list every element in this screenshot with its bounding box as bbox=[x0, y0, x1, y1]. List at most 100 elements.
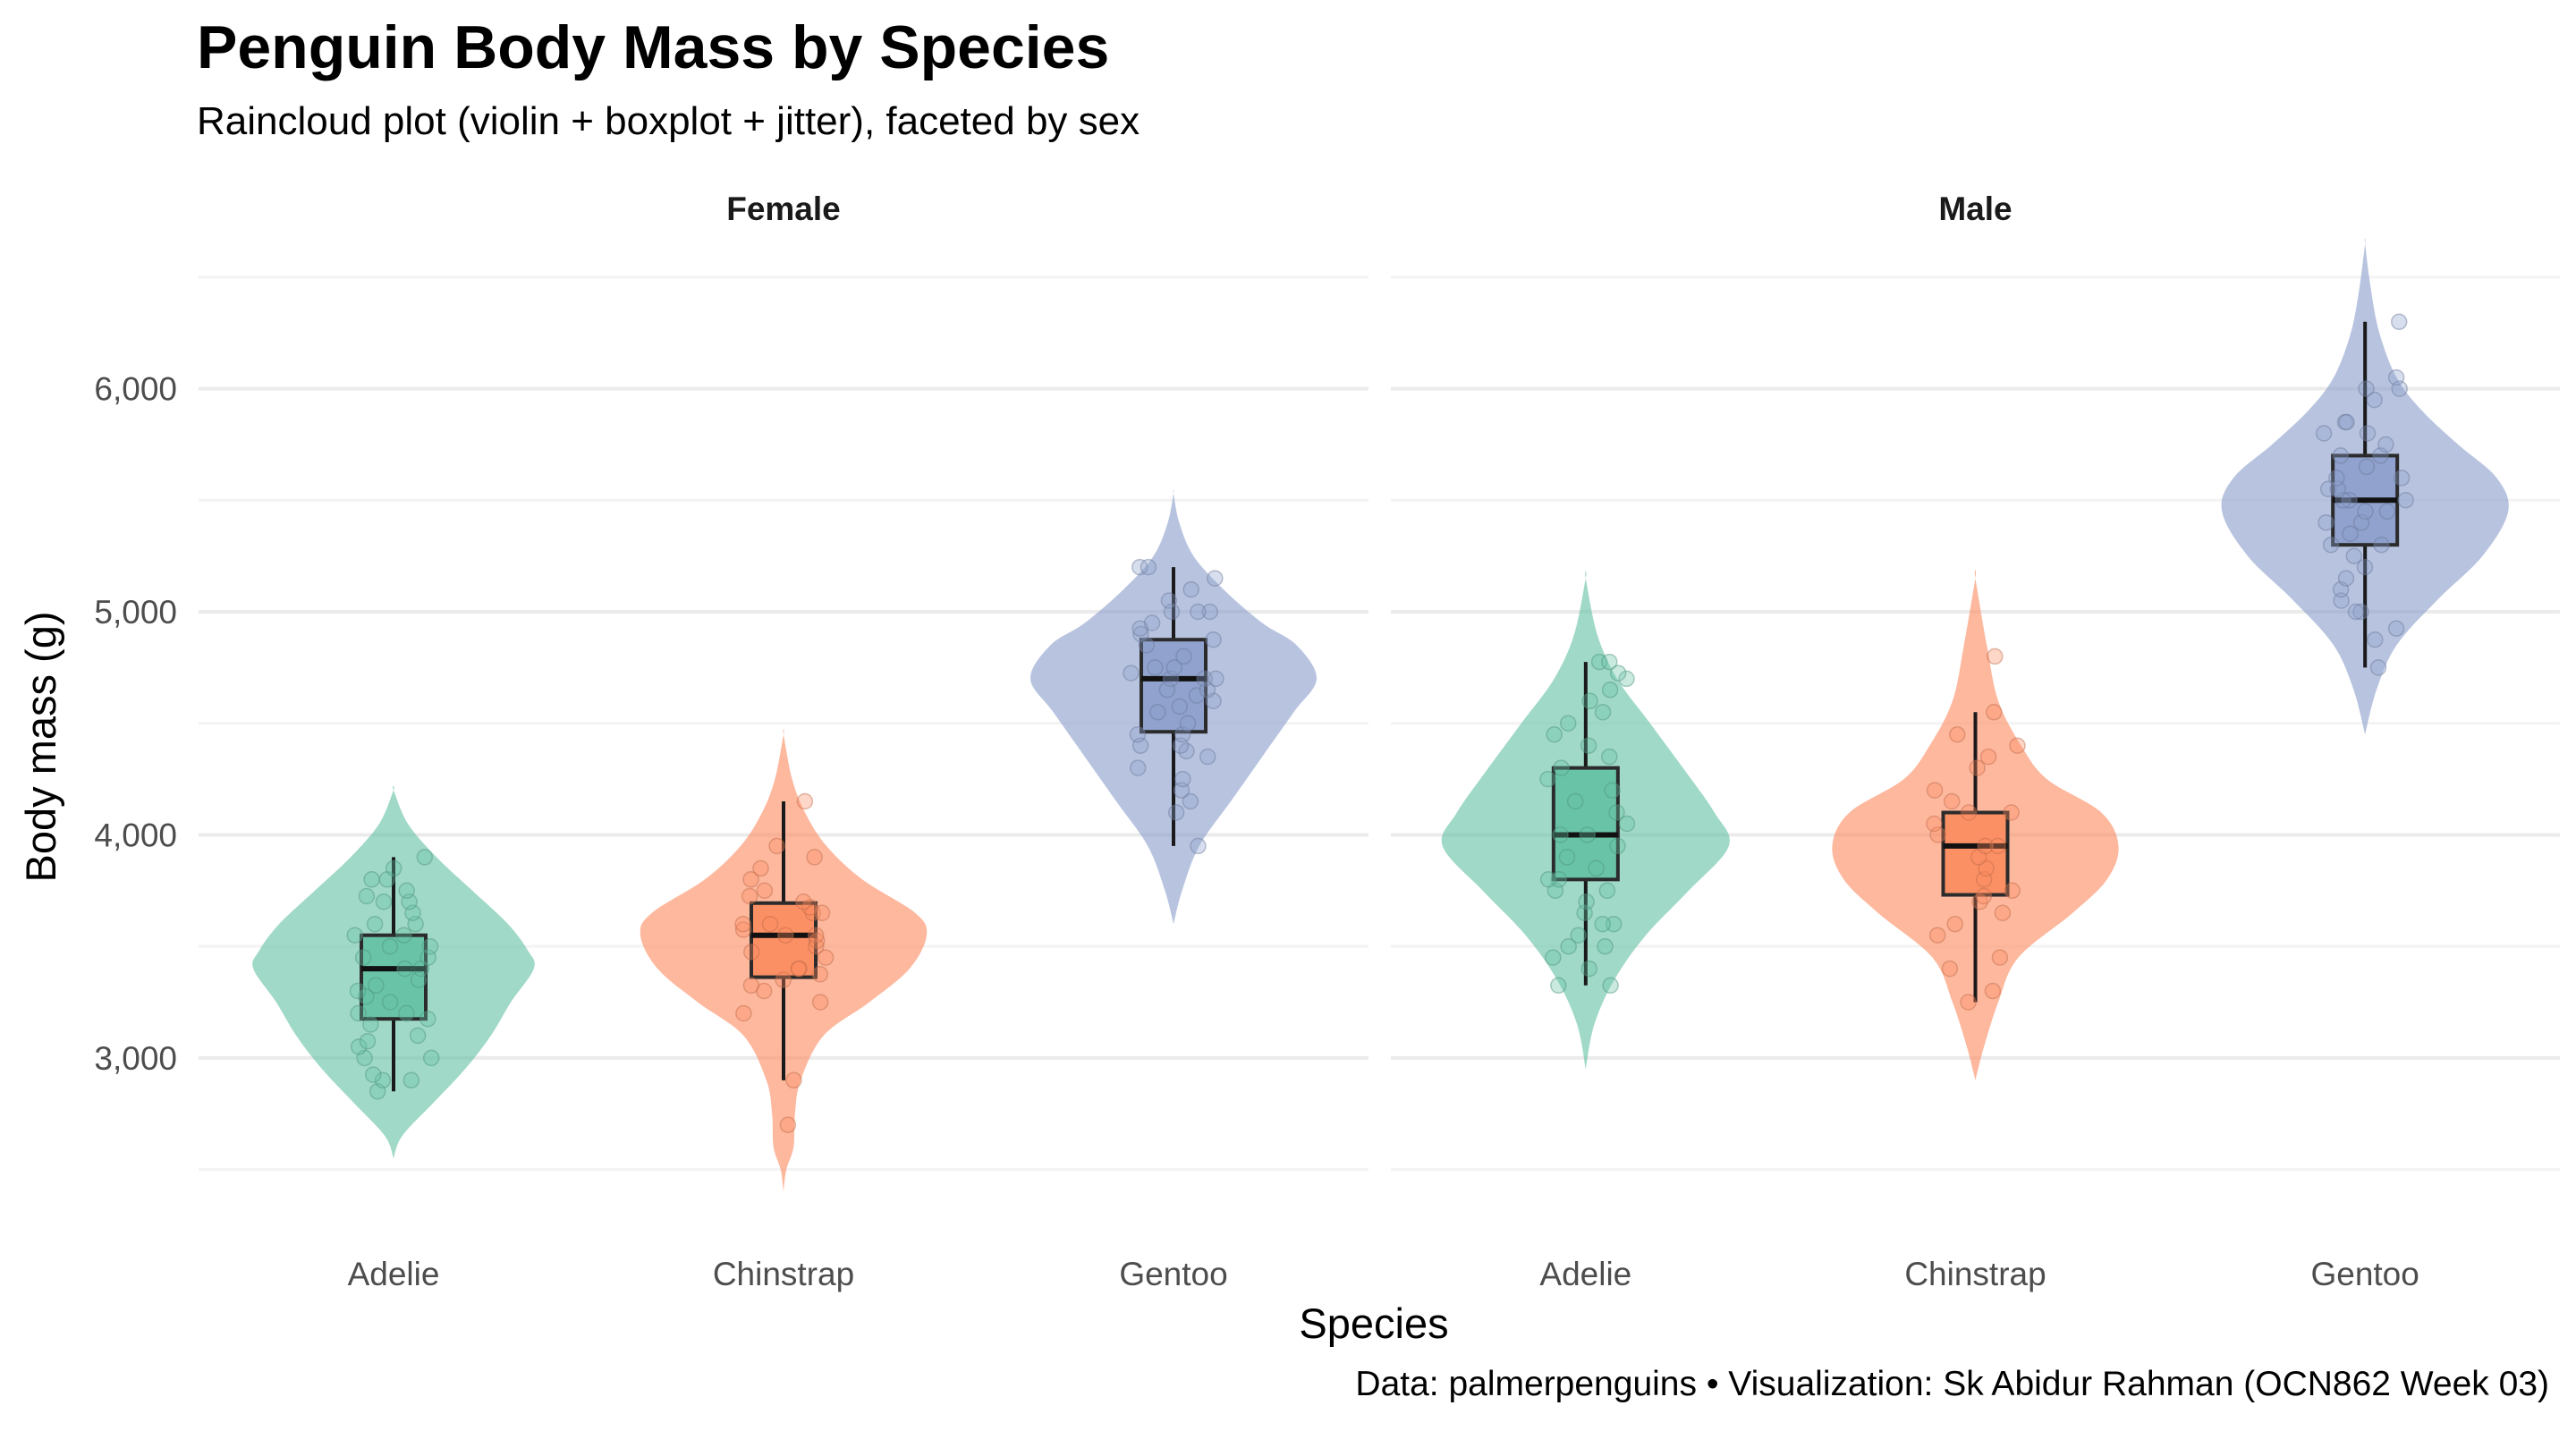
jitter-point bbox=[409, 1027, 427, 1045]
jitter-point bbox=[1984, 982, 2002, 1000]
jitter-point bbox=[1581, 692, 1598, 710]
jitter-point bbox=[1588, 859, 1605, 877]
jitter-point bbox=[1579, 826, 1597, 843]
jitter-point bbox=[366, 915, 384, 933]
jitter-point bbox=[1196, 670, 1213, 688]
jitter-point bbox=[808, 937, 825, 955]
jitter-point bbox=[806, 849, 823, 866]
y-tick-label: 4,000 bbox=[94, 817, 177, 853]
jitter-point bbox=[1969, 759, 1986, 776]
facet-label-male: Male bbox=[1938, 191, 2012, 227]
box-iqr bbox=[1140, 638, 1208, 734]
jitter-point bbox=[756, 882, 774, 900]
jitter-point bbox=[1174, 770, 1191, 788]
jitter-point bbox=[359, 1032, 377, 1050]
jitter-point bbox=[2387, 368, 2405, 386]
jitter-point bbox=[1550, 871, 1568, 888]
jitter-point bbox=[396, 960, 413, 978]
jitter-point bbox=[2334, 492, 2351, 509]
jitter-point bbox=[2322, 536, 2340, 554]
box-iqr bbox=[1551, 766, 1620, 882]
jitter-point bbox=[1594, 915, 1611, 933]
jitter-point bbox=[1601, 748, 1618, 766]
jitter-point bbox=[1158, 682, 1176, 699]
jitter-point bbox=[1199, 682, 1216, 699]
jitter-point bbox=[1977, 837, 1994, 855]
jitter-point bbox=[2393, 470, 2411, 487]
jitter-point bbox=[1149, 704, 1166, 721]
jitter-point bbox=[354, 949, 372, 966]
jitter-point bbox=[1167, 804, 1185, 821]
jitter-point bbox=[381, 937, 399, 955]
jitter-point bbox=[2329, 480, 2346, 498]
x-axis-title: Species bbox=[1299, 1300, 1448, 1347]
jitter-point bbox=[1971, 893, 1988, 910]
jitter-point bbox=[2004, 882, 2021, 900]
jitter-point bbox=[1601, 653, 1618, 671]
jitter-point bbox=[407, 915, 424, 933]
x-tick-label: Gentoo bbox=[2310, 1256, 2419, 1292]
jitter-point bbox=[790, 960, 808, 978]
jitter-point bbox=[1552, 826, 1569, 843]
jitter-point bbox=[2009, 737, 2026, 754]
jitter-point bbox=[1987, 648, 2004, 665]
jitter-point bbox=[385, 859, 402, 877]
jitter-point bbox=[362, 1016, 379, 1033]
jitter-point bbox=[1576, 904, 1593, 921]
jitter-point bbox=[1926, 782, 1944, 799]
jitter-point bbox=[1618, 670, 1635, 688]
jitter-point bbox=[735, 1004, 752, 1022]
jitter-point bbox=[1926, 815, 1943, 833]
y-tick-label: 5,000 bbox=[94, 594, 177, 631]
jitter-point bbox=[1979, 748, 1997, 766]
chart-subtitle: Raincloud plot (violin + boxplot + jitte… bbox=[197, 99, 1140, 143]
jitter-point bbox=[1946, 915, 1963, 933]
jitter-point bbox=[378, 871, 396, 888]
y-tick-label: 3,000 bbox=[94, 1040, 177, 1077]
jitter-point bbox=[785, 1071, 802, 1089]
jitter-point bbox=[1558, 849, 1576, 866]
jitter-point bbox=[1960, 804, 1978, 821]
jitter-point bbox=[1205, 692, 1222, 710]
jitter-point bbox=[2332, 447, 2350, 464]
jitter-point bbox=[2319, 480, 2337, 498]
jitter-point bbox=[813, 904, 831, 921]
jitter-point bbox=[1207, 570, 1224, 587]
jitter-point bbox=[1580, 737, 1597, 754]
jitter-point bbox=[742, 944, 760, 961]
jitter-point bbox=[2318, 514, 2334, 531]
jitter-point bbox=[1970, 849, 1987, 866]
x-tick-label: Gentoo bbox=[1119, 1256, 1227, 1292]
jitter-point bbox=[402, 1071, 420, 1089]
jitter-point bbox=[2338, 413, 2355, 431]
jitter-point bbox=[2391, 380, 2408, 397]
jitter-point bbox=[356, 1049, 373, 1067]
jitter-point bbox=[1928, 927, 1946, 944]
jitter-point bbox=[1618, 815, 1636, 833]
jitter-point bbox=[1132, 625, 1149, 643]
jitter-point bbox=[1182, 580, 1199, 598]
jitter-point bbox=[1539, 871, 1557, 888]
jitter-point bbox=[358, 988, 375, 1005]
jitter-point bbox=[1546, 882, 1564, 900]
jitter-point bbox=[1545, 949, 1562, 966]
jitter-point bbox=[734, 921, 752, 938]
jitter-point bbox=[1949, 725, 1966, 743]
jitter-point bbox=[2367, 631, 2384, 648]
jitter-point bbox=[2377, 436, 2394, 453]
jitter-point bbox=[761, 915, 779, 933]
jitter-point bbox=[1991, 949, 2009, 966]
jitter-point bbox=[2357, 503, 2374, 521]
jitter-point bbox=[1173, 782, 1191, 799]
jitter-point bbox=[734, 915, 751, 933]
jitter-point bbox=[381, 994, 399, 1011]
box-iqr bbox=[750, 901, 818, 979]
jitter-point bbox=[2366, 391, 2383, 409]
jitter-point bbox=[346, 927, 364, 944]
jitter-point bbox=[1994, 904, 2012, 921]
jitter-point bbox=[1609, 837, 1626, 855]
jitter-point bbox=[2347, 603, 2365, 621]
jitter-point bbox=[398, 1004, 415, 1022]
jitter-point bbox=[1179, 715, 1197, 732]
jitter-point bbox=[795, 893, 812, 910]
